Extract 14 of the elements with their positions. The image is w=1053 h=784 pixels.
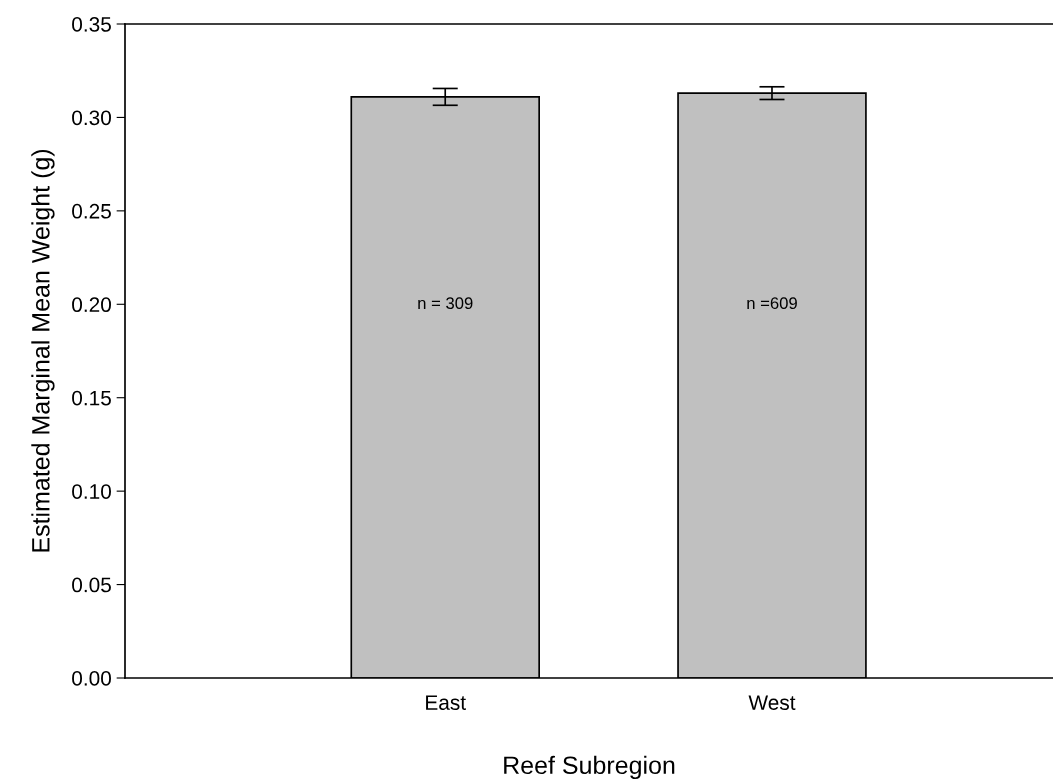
y-tick-label: 0.10: [72, 484, 111, 499]
y-axis-title: Estimated Marginal Mean Weight (g): [31, 149, 55, 552]
y-tick-label: 0.20: [72, 297, 111, 313]
y-tick-label: 0.30: [72, 110, 111, 126]
y-tick-label: 0.00: [72, 671, 111, 686]
y-tick-label: 0.05: [72, 577, 111, 593]
x-tick-label: East: [426, 695, 466, 710]
y-tick-label: 0.15: [72, 390, 111, 406]
x-tick-label: West: [748, 695, 796, 710]
annotation: n =609: [747, 297, 797, 310]
annotation: n = 309: [418, 297, 473, 310]
y-tick-label: 0.35: [72, 17, 111, 32]
y-tick-label: 0.25: [72, 203, 111, 219]
x-axis-title: Reef Subregion: [504, 755, 675, 780]
